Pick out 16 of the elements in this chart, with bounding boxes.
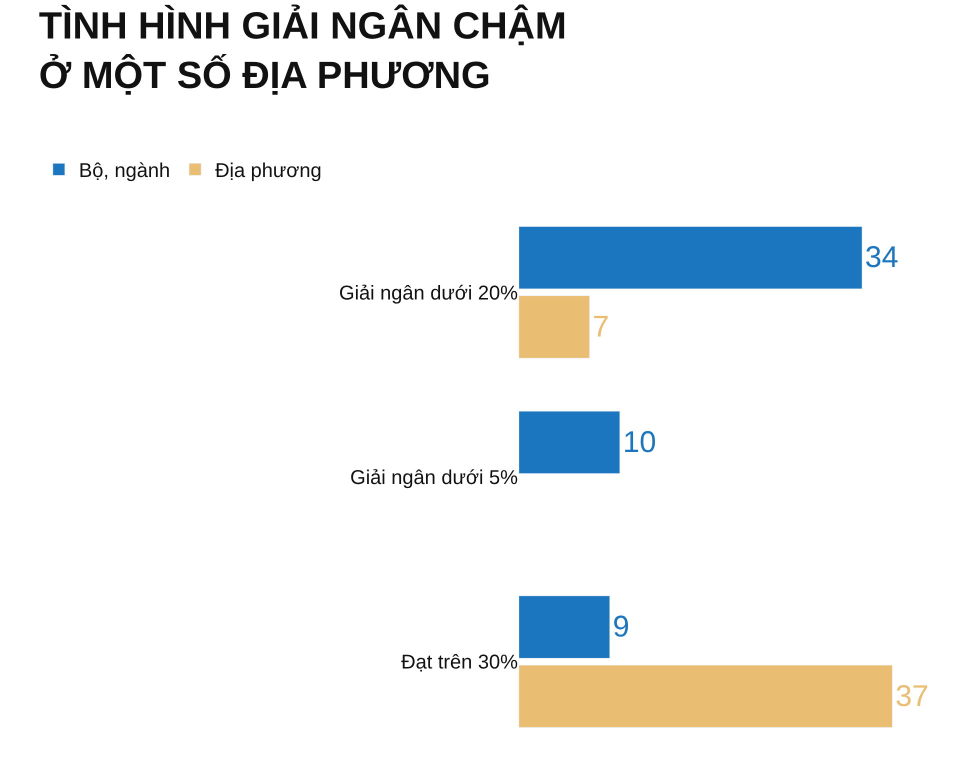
data-label: 9: [612, 610, 630, 644]
y-tick-label: Giải ngân dưới 20%: [339, 282, 518, 304]
data-label: 10: [622, 426, 656, 459]
bar: [518, 296, 590, 358]
y-tick-label: Đạt trên 30%: [401, 652, 518, 674]
data-label: 34: [865, 241, 898, 274]
chart-title: TÌNH HÌNH GIẢI NGÂN CHẬM Ở MỘT SỐ ĐỊA PHƯƠNG: [38, 4, 567, 98]
bar: [518, 596, 610, 658]
bar: [518, 410, 620, 474]
data-label: 7: [592, 310, 610, 344]
data-label: 37: [895, 680, 929, 713]
legend-label: Bộ, ngành: [78, 160, 170, 182]
y-tick-label: Giải ngân dưới 5%: [350, 467, 518, 489]
bar: [518, 664, 893, 728]
legend-label: Địa phương: [215, 160, 322, 182]
bar: [518, 226, 862, 290]
